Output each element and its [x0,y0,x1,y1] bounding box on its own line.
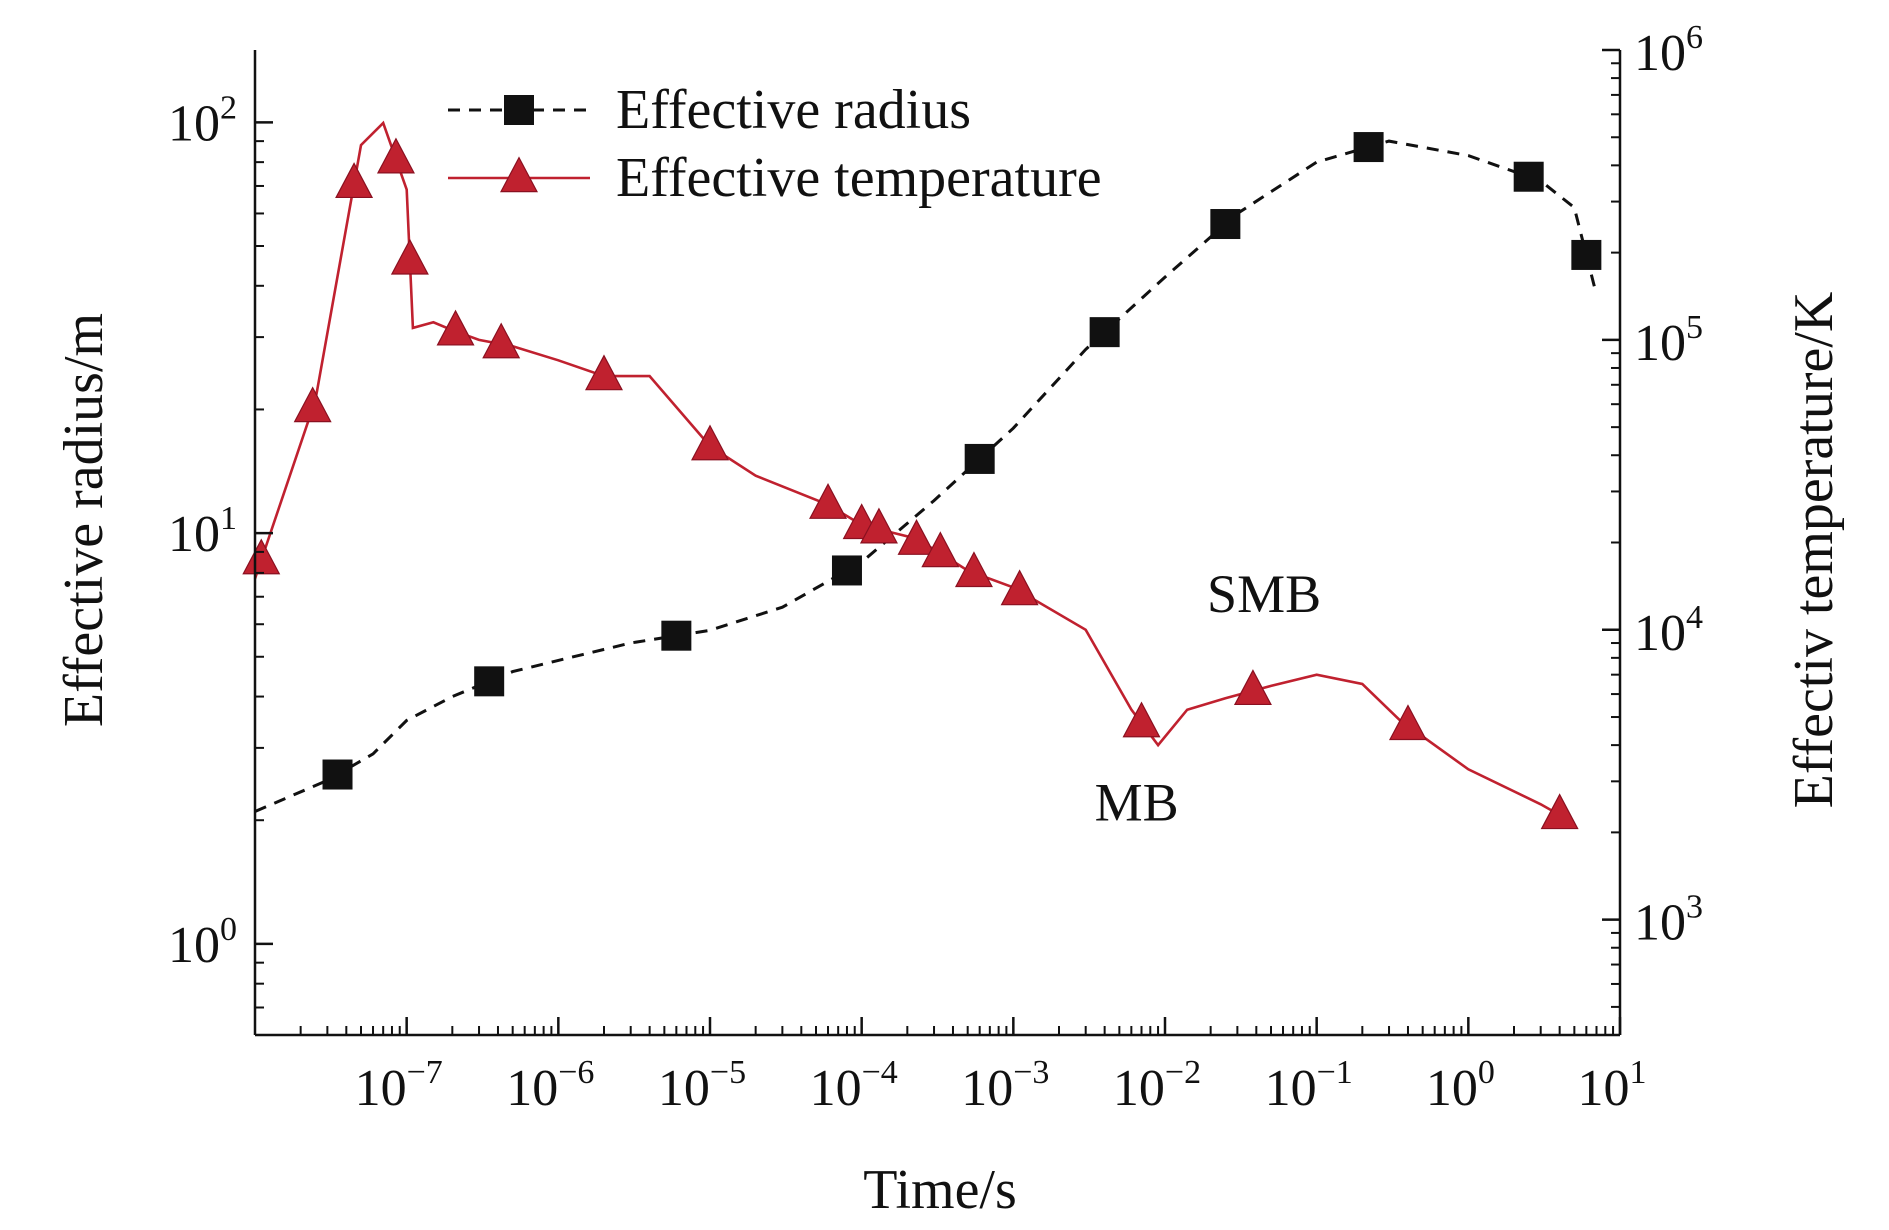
x-tick-label-2: 10−5 [658,1054,746,1117]
radius-marker-9 [1571,239,1602,270]
y-left-tick-label-0: 100 [168,911,237,974]
x-axis-label: Time/s [863,1159,1017,1221]
x-tick-label-3: 10−4 [810,1054,898,1117]
legend-radius-marker [504,95,534,125]
y-axis-left-label: Effective radius/m [53,313,115,727]
series-line-1 [253,120,1575,825]
temperature-marker-12 [897,519,936,555]
radius-marker-8 [1513,161,1544,192]
x-tick-label-7: 100 [1426,1054,1495,1117]
temperature-marker-4 [390,238,429,275]
y-axis-right-label: Effectiv temperature/K [1783,292,1845,809]
y-left-tick-label-2: 102 [168,89,237,152]
temperature-marker-2 [335,162,374,199]
temperature-marker-0 [242,538,281,575]
radius-marker-5 [1089,317,1120,348]
temperature-marker-14 [954,551,993,588]
x-tick-label-0: 10−7 [355,1054,443,1117]
temperature-marker-11 [859,507,898,544]
annotation-smb: SMB [1207,564,1321,624]
temperature-marker-7 [584,354,623,391]
y-right-tick-label-0: 103 [1634,889,1703,952]
temperature-marker-16 [1122,701,1161,738]
temperature-marker-18 [1388,704,1427,741]
radius-marker-7 [1353,132,1384,163]
x-tick-label-8: 101 [1578,1054,1647,1117]
temperature-marker-9 [809,483,848,519]
y-right-tick-label-2: 105 [1634,309,1703,372]
series-line-0 [254,139,1598,813]
legend-radius-label: Effective radius [616,79,971,141]
radius-marker-6 [1210,209,1241,240]
x-tick-label-5: 10−2 [1113,1054,1201,1117]
temperature-marker-8 [691,424,729,461]
y-right-tick-label-1: 104 [1634,599,1703,662]
radius-marker-3 [831,555,862,586]
annotation-mb: MB [1095,772,1179,832]
legend-temperature-marker [500,156,538,193]
ticks: 10−7 10−6 10−5 10−4 10−3 10−2 10−1 100 101 100 101… [168,19,1703,1117]
annotations: MB SMB [1095,564,1322,832]
radius-marker-1 [474,666,505,697]
temperature-marker-3 [376,137,415,174]
x-tick-label-1: 10−6 [506,1054,594,1117]
radius-marker-0 [322,759,353,790]
radius-marker-4 [964,443,995,474]
radius-marker-2 [661,620,692,651]
x-tick-label-4: 10−3 [961,1054,1049,1117]
plot-content [242,120,1602,830]
temperature-marker-5 [436,309,475,346]
y-right-tick-label-3: 106 [1634,19,1703,82]
x-tick-label-6: 10−1 [1265,1054,1353,1117]
temperature-marker-6 [482,322,521,359]
temperature-marker-17 [1233,669,1272,706]
temperature-marker-19 [1540,793,1579,830]
temperature-marker-15 [1000,569,1039,606]
temperature-marker-1 [293,386,332,423]
legend-temperature-label: Effective temperature [616,147,1102,209]
y-left-tick-label-1: 101 [168,500,237,563]
temperature-marker-13 [921,531,960,568]
